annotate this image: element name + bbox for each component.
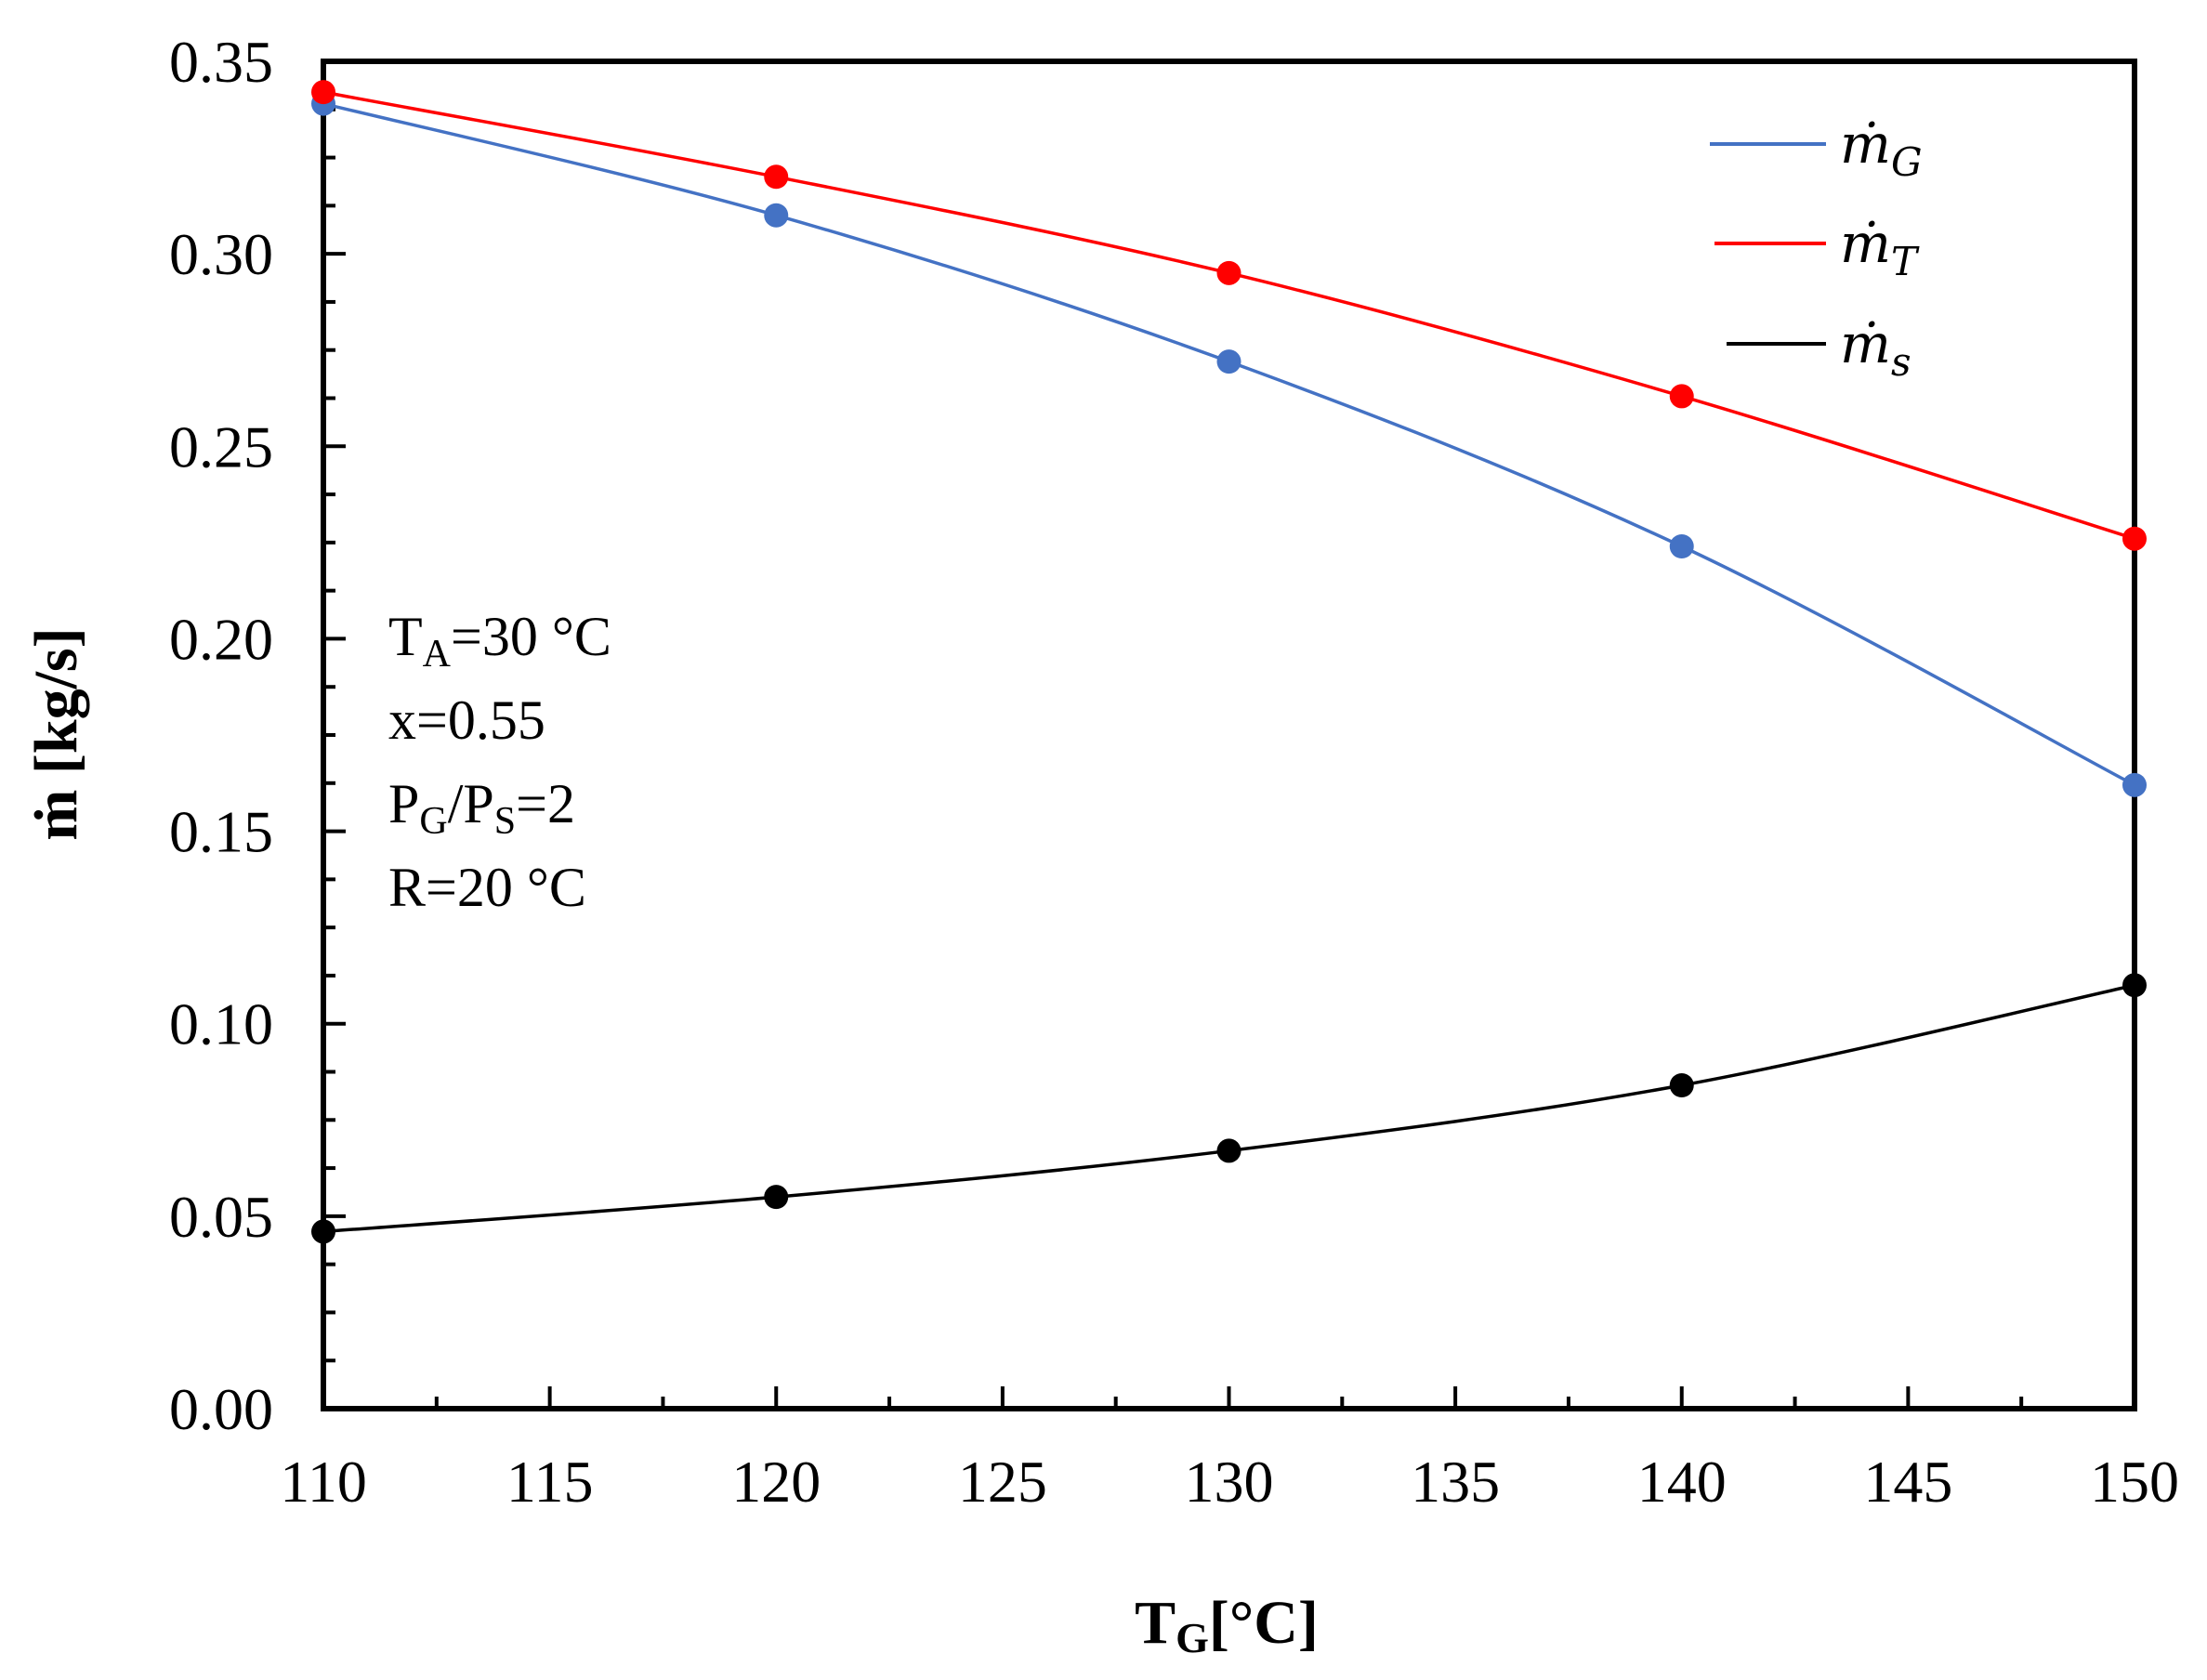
y-axis-title: ṁ [kg/s] <box>22 627 90 840</box>
legend-label-ms-main: ṁ <box>1840 312 1891 375</box>
point-mt-130 <box>1216 260 1241 285</box>
x-tick-label-115: 115 <box>506 1449 594 1515</box>
x-tick-label-125: 125 <box>958 1449 1047 1515</box>
legend-label-mg-main: ṁ <box>1840 112 1891 176</box>
x-tick-label-145: 145 <box>1863 1449 1952 1515</box>
annotation-ta-rest: =30 °C <box>451 606 611 667</box>
legend-label-ms: ṁs <box>1840 312 1911 385</box>
series-layer <box>311 80 2147 1244</box>
annotation-pg-sub: G <box>419 800 447 843</box>
y-tick-label-2: 0.10 <box>169 991 273 1057</box>
point-ms-120 <box>764 1185 789 1210</box>
point-ms-140 <box>1669 1073 1694 1097</box>
legend-label-mg: ṁG <box>1840 112 1923 185</box>
point-ms-150 <box>2122 973 2147 998</box>
x-tick-label-140: 140 <box>1637 1449 1727 1515</box>
point-mg-130 <box>1216 349 1241 374</box>
annotation-pressure-ratio: PG/PS=2 <box>388 773 575 843</box>
y-tick-label-5: 0.25 <box>169 413 273 479</box>
annotation-ta-sub: A <box>423 633 452 676</box>
x-axis-title-unit: [°C] <box>1209 1589 1319 1657</box>
point-ms-110 <box>311 1219 335 1244</box>
legend-label-ms-sub: s <box>1891 339 1911 385</box>
annotation-ps-sub: S <box>494 800 516 843</box>
point-mt-140 <box>1669 384 1694 409</box>
point-mt-110 <box>311 80 335 105</box>
point-mg-150 <box>2122 772 2147 797</box>
annotation-block: TA=30 °C x=0.55 PG/PS=2 R=20 °C <box>388 606 611 918</box>
annotation-r: R=20 °C <box>388 857 586 918</box>
y-axis-ticks: 0.00 0.05 0.10 0.15 0.20 0.25 0.30 0.35 <box>169 29 346 1442</box>
annotation-ta-main: T <box>388 606 423 667</box>
x-axis-title-main: T <box>1135 1589 1176 1657</box>
y-tick-label-3: 0.15 <box>169 799 273 865</box>
point-ms-130 <box>1216 1138 1241 1163</box>
legend-label-mt: ṁT <box>1840 212 1920 284</box>
x-tick-label-120: 120 <box>731 1449 821 1515</box>
y-tick-label-1: 0.05 <box>169 1184 273 1250</box>
y-tick-label-7: 0.35 <box>169 29 273 95</box>
y-tick-label-4: 0.20 <box>169 606 273 672</box>
x-tick-label-110: 110 <box>280 1449 367 1515</box>
legend: ṁG ṁT ṁs <box>1710 112 1923 385</box>
point-mg-120 <box>764 203 789 228</box>
legend-label-mt-main: ṁ <box>1840 212 1891 275</box>
x-axis-title: TG[°C] <box>1135 1589 1319 1661</box>
annotation-ratio-value: =2 <box>516 773 575 834</box>
x-tick-label-135: 135 <box>1411 1449 1500 1515</box>
x-axis-ticks: 110 115 120 125 130 135 140 145 150 <box>280 1386 2179 1515</box>
legend-label-mg-sub: G <box>1891 139 1923 185</box>
point-mt-150 <box>2122 526 2147 551</box>
x-tick-label-130: 130 <box>1185 1449 1274 1515</box>
y-tick-label-6: 0.30 <box>169 221 273 287</box>
point-mg-140 <box>1669 534 1694 558</box>
annotation-pg-main: P <box>388 773 419 834</box>
x-tick-label-150: 150 <box>2090 1449 2179 1515</box>
legend-label-mt-sub: T <box>1891 239 1920 284</box>
x-axis-title-sub: G <box>1176 1614 1209 1661</box>
annotation-x: x=0.55 <box>388 689 545 751</box>
y-tick-label-0: 0.00 <box>169 1376 273 1442</box>
annotation-ta: TA=30 °C <box>388 606 611 676</box>
point-mt-120 <box>764 164 789 190</box>
annotation-ps-main: /P <box>448 773 494 834</box>
